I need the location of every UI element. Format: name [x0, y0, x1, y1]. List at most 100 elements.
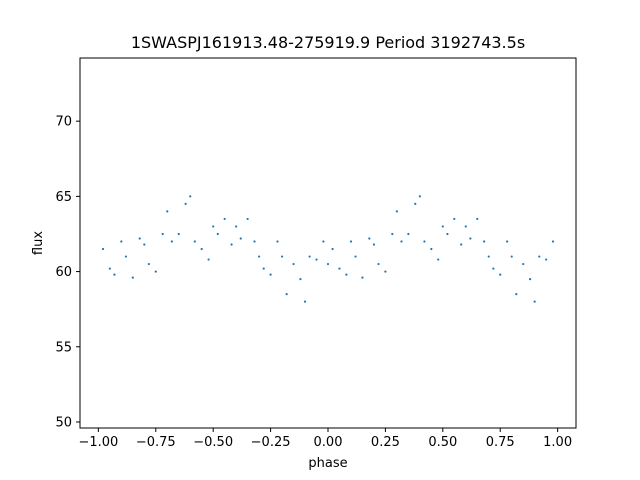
data-point [499, 273, 502, 276]
data-point [143, 243, 146, 246]
x-tick-label: 0.50 [428, 435, 457, 450]
data-point [230, 243, 233, 246]
data-point [510, 255, 513, 258]
data-point [464, 225, 467, 228]
data-point [430, 247, 433, 251]
data-point [147, 262, 150, 266]
data-point [538, 255, 541, 258]
data-point [515, 293, 518, 296]
data-point [483, 240, 486, 243]
data-point [308, 255, 311, 258]
x-tick-label: 0.00 [314, 435, 343, 450]
x-axis-label: phase [308, 456, 347, 471]
data-point [354, 255, 357, 258]
data-point [522, 262, 525, 266]
data-point [322, 240, 325, 243]
data-point [154, 270, 157, 273]
x-tick-label: −1.00 [78, 435, 118, 450]
data-point [315, 258, 318, 261]
data-point [528, 278, 532, 281]
chart-title: 1SWASPJ161913.48-275919.9 Period 3192743… [131, 33, 525, 52]
y-tick-label: 55 [55, 340, 72, 355]
data-point [285, 293, 288, 296]
data-point [446, 232, 449, 236]
data-points [101, 195, 555, 303]
data-point [120, 240, 123, 243]
data-point [193, 240, 196, 243]
data-point [239, 237, 242, 240]
data-point [246, 217, 249, 221]
data-point [200, 247, 203, 251]
data-point [258, 255, 261, 258]
data-point [269, 273, 272, 276]
data-point [108, 267, 111, 270]
data-point [189, 195, 192, 198]
data-point [166, 210, 169, 213]
data-point [460, 243, 463, 246]
data-point [423, 240, 426, 243]
data-point [377, 262, 380, 266]
x-tick-label: −0.50 [193, 435, 233, 450]
data-point [101, 247, 105, 251]
data-point [441, 225, 444, 228]
data-point [492, 267, 495, 270]
data-point [113, 273, 116, 276]
x-tick-label: 0.75 [486, 435, 515, 450]
data-point [131, 276, 134, 279]
data-point [395, 210, 398, 213]
data-point [331, 247, 334, 251]
data-point [551, 240, 555, 243]
data-point [437, 258, 440, 261]
x-tick-label: −0.75 [136, 435, 176, 450]
y-tick-label: 65 [55, 190, 72, 205]
data-point [414, 202, 417, 205]
data-point [545, 258, 548, 261]
x-tick-label: 1.00 [543, 435, 572, 450]
data-point [453, 217, 456, 221]
data-point [487, 255, 490, 258]
data-point [161, 232, 164, 236]
data-point [262, 267, 265, 270]
data-point [177, 232, 180, 236]
data-point [391, 232, 394, 236]
y-tick-label: 60 [55, 265, 72, 280]
data-point [407, 232, 410, 236]
data-point [384, 270, 387, 273]
y-tick-label: 50 [55, 415, 72, 430]
data-point [349, 240, 353, 243]
data-point [368, 237, 371, 240]
data-point [223, 217, 226, 221]
x-tick-label: −0.25 [251, 435, 291, 450]
data-point [292, 262, 295, 266]
data-point [276, 240, 279, 243]
data-point [212, 225, 215, 228]
data-point [418, 195, 421, 198]
x-tick-label: 0.25 [371, 435, 400, 450]
y-axis-label: flux [31, 231, 46, 255]
data-point [506, 240, 509, 243]
data-point [326, 262, 330, 266]
data-point [338, 267, 341, 270]
data-point [280, 255, 284, 258]
data-point [170, 240, 173, 243]
data-point [124, 255, 128, 258]
data-point [184, 202, 187, 205]
data-point [235, 225, 238, 228]
data-point [533, 300, 536, 303]
data-point [476, 217, 479, 221]
y-tick-label: 70 [55, 115, 72, 130]
data-point [361, 276, 364, 279]
data-point [207, 258, 210, 261]
data-point [372, 243, 376, 246]
x-axis-ticks: −1.00 −0.75 −0.50 −0.25 0.00 0.25 0.50 0.75 1.00 [78, 428, 572, 450]
data-point [303, 300, 307, 303]
data-point [138, 237, 141, 240]
data-point [400, 240, 403, 243]
data-point [345, 273, 348, 276]
data-point [469, 237, 472, 240]
data-point [253, 240, 256, 243]
data-point [299, 278, 302, 281]
data-point [216, 232, 219, 236]
